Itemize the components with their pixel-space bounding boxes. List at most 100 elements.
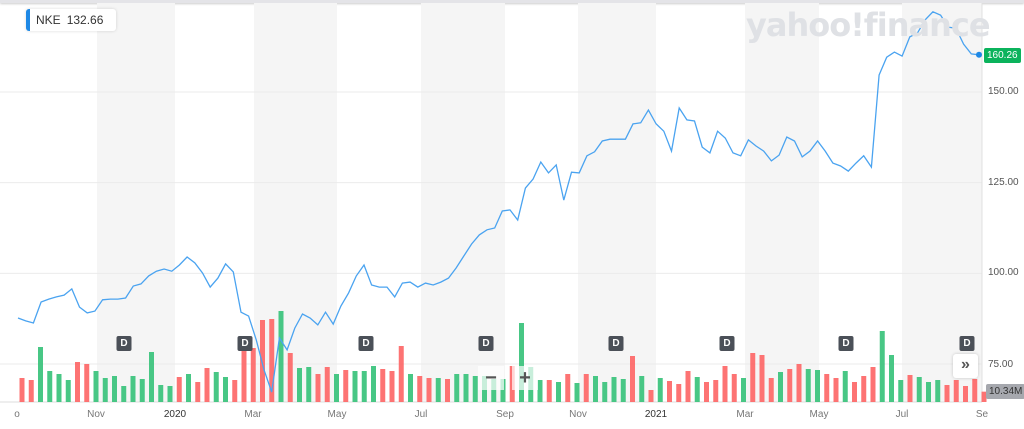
x-tick-label: Jul <box>414 409 428 420</box>
volume-bar <box>778 372 783 402</box>
dividend-marker[interactable]: D <box>116 336 132 351</box>
volume-bar <box>926 382 931 402</box>
month-band <box>578 3 656 402</box>
volume-bar <box>537 380 543 402</box>
volume-bar <box>583 374 589 402</box>
volume-bar <box>491 379 497 402</box>
volume-bar <box>112 376 117 402</box>
volume-bar <box>149 352 154 402</box>
x-tick-label: 2020 <box>163 409 187 420</box>
volume-bar <box>435 378 441 402</box>
zoom-out-button[interactable]: − <box>478 366 504 390</box>
volume-bar <box>167 386 173 402</box>
x-tick-label: Mar <box>244 409 262 420</box>
volume-bar <box>852 382 857 402</box>
dividend-marker[interactable]: D <box>358 336 374 351</box>
volume-bar <box>445 379 450 402</box>
volume-bar <box>593 376 598 402</box>
price-line <box>17 11 980 393</box>
volume-bar <box>870 367 876 402</box>
volume-bar <box>371 366 376 402</box>
volume-bar <box>648 390 654 402</box>
volume-bar <box>574 383 580 402</box>
volume-bar <box>861 376 867 402</box>
month-band <box>421 3 505 402</box>
volume-bar <box>121 386 127 402</box>
dividend-marker[interactable]: D <box>608 336 624 351</box>
dividend-marker[interactable]: D <box>959 336 975 351</box>
volume-bar <box>47 371 53 402</box>
volume-bar <box>759 355 765 402</box>
last-price-dot <box>976 51 982 58</box>
top-border <box>0 0 1024 3</box>
volume-bar <box>685 371 691 402</box>
volume-bar <box>260 320 265 402</box>
volume-bar <box>93 371 99 402</box>
volume-bar <box>805 369 811 402</box>
x-tick-label: Se <box>975 409 989 420</box>
volume-bar <box>676 384 682 402</box>
volume-bar <box>630 356 635 402</box>
volume-bar <box>463 374 469 402</box>
volume-bar <box>250 348 256 402</box>
dividend-marker[interactable]: D <box>237 336 253 351</box>
x-tick-label: May <box>327 409 347 420</box>
volume-bar <box>694 377 700 402</box>
volume-bar <box>65 380 71 402</box>
x-tick-label: Mar <box>736 409 754 420</box>
month-band <box>902 3 982 402</box>
volume-bar <box>657 378 663 402</box>
volume-bar <box>731 374 737 402</box>
volume-bar <box>158 385 164 402</box>
dividend-marker[interactable]: D <box>838 336 854 351</box>
x-tick-label: o <box>14 409 20 420</box>
month-band <box>745 3 819 402</box>
volume-bar <box>556 382 561 402</box>
volume-bar <box>824 374 830 402</box>
volume-bar <box>620 379 626 402</box>
month-band <box>97 3 175 402</box>
volume-bar <box>389 371 395 402</box>
volume-bar <box>223 377 228 402</box>
volume-bar <box>139 379 145 402</box>
volume-bar <box>722 366 728 402</box>
volume-bar <box>204 368 210 402</box>
volume-bar <box>408 374 413 402</box>
volume-bar <box>667 381 672 402</box>
y-tick-75: 75.00 <box>988 359 1014 370</box>
volume-bar <box>953 380 959 402</box>
volume-bar <box>750 353 756 402</box>
volume-bar <box>361 371 367 402</box>
volume-bar <box>565 374 571 402</box>
volume-bar <box>324 367 330 402</box>
x-tick-label: May <box>809 409 829 420</box>
volume-bar <box>343 370 349 402</box>
dividend-marker[interactable]: D <box>478 336 494 351</box>
dividend-marker[interactable]: D <box>719 336 735 351</box>
volume-bar <box>963 386 968 402</box>
volume-bar <box>815 370 820 402</box>
volume-bar <box>944 385 950 402</box>
volume-bar <box>56 374 62 402</box>
zoom-in-button[interactable]: + <box>512 366 538 390</box>
volume-bar <box>916 377 922 402</box>
volume-bar <box>704 382 709 402</box>
x-tick-label: 2021 <box>644 409 668 420</box>
x-tick-label: Nov <box>87 409 105 420</box>
scroll-forward-button[interactable]: » <box>953 354 978 378</box>
volume-bar <box>130 376 136 402</box>
legend-nke[interactable]: NKE 132.66 <box>26 9 117 31</box>
volume-bar <box>380 369 386 402</box>
y-tick-100: 100.00 <box>988 267 1019 278</box>
volume-bar <box>454 374 460 402</box>
volume-bar <box>38 347 43 402</box>
volume-bar <box>287 353 293 402</box>
volume-bar <box>334 374 339 402</box>
volume-bar <box>195 382 201 402</box>
volume-bar <box>768 378 774 402</box>
x-tick-label: Sep <box>496 409 514 420</box>
volume-bar <box>75 362 80 402</box>
volume-bar <box>306 367 312 402</box>
volume-bar <box>713 380 719 402</box>
